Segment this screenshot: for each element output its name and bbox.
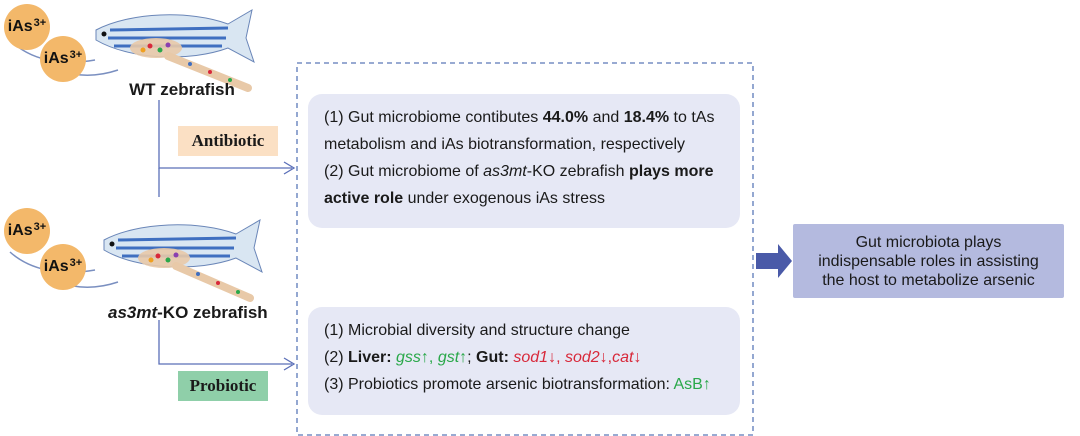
finding-line: active role under exogenous iAs stress xyxy=(324,190,606,207)
finding-line: (1) Gut microbiome contibutes 44.0% and … xyxy=(324,109,715,126)
conclusion-line: Gut microbiota plays xyxy=(855,233,1002,251)
probiotic-tag: Probiotic xyxy=(178,371,268,401)
finding-line: (2) Gut microbiome of as3mt-KO zebrafish… xyxy=(324,163,714,180)
antibiotic-arrowhead xyxy=(283,161,296,175)
dashed-container xyxy=(296,62,754,436)
as3mt-ko-zebrafish-icon xyxy=(9,218,263,302)
antibiotic-findings-box: (1) Gut microbiome contibutes 44.0% and … xyxy=(308,94,740,228)
result-arrow xyxy=(756,244,792,278)
wt-zebrafish-label: WT zebrafish xyxy=(129,80,235,99)
arsenic-ion-icon: iAs 3+ xyxy=(4,4,50,50)
finding-line: (1) Microbial diversity and structure ch… xyxy=(324,322,630,339)
as3mt-ko-zebrafish-label: as3mt-KO zebrafish xyxy=(108,303,268,322)
finding-line: metabolism and iAs biotransformation, re… xyxy=(324,136,686,153)
arsenic-ion-icon: iAs 3+ xyxy=(4,208,50,254)
antibiotic-tag: Antibiotic xyxy=(178,126,278,156)
probiotic-arrowhead xyxy=(283,357,296,371)
conclusion-line: indispensable roles in assisting xyxy=(818,252,1039,270)
wt-zebrafish-icon xyxy=(9,8,255,92)
conclusion-box: Gut microbiota plays indispensable roles… xyxy=(793,224,1064,298)
finding-line: (3) Probiotics promote arsenic biotransf… xyxy=(324,376,711,393)
arsenic-ion-icon: iAs 3+ xyxy=(40,36,86,82)
arsenic-ion-icon: iAs 3+ xyxy=(40,244,86,290)
probiotic-findings-box: (1) Microbial diversity and structure ch… xyxy=(308,307,740,415)
finding-line: (2) Liver: gss↑, gst↑; Gut: sod1↓, sod2↓… xyxy=(324,349,642,366)
conclusion-line: the host to metabolize arsenic xyxy=(822,271,1035,289)
probiotic-connector xyxy=(158,320,292,365)
